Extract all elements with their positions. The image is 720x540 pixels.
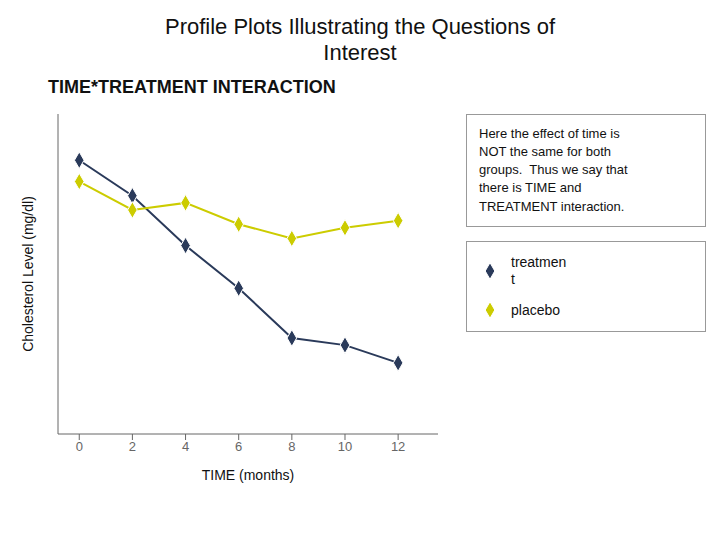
svg-text:Cholesterol Level (mg/dl): Cholesterol Level (mg/dl) bbox=[20, 196, 36, 352]
html-text:Profile Plots Illustrating the: Profile Plots Illustrating the Questions… bbox=[165, 14, 555, 66]
svg-text:12: 12 bbox=[391, 439, 405, 454]
svg-text:2: 2 bbox=[129, 439, 136, 454]
svg-text:TIME (months): TIME (months) bbox=[202, 467, 295, 483]
html-text:TIME*TREATMENT INTERACTION: TIME*TREATMENT INTERACTION bbox=[48, 76, 336, 97]
html-text:placebo: placebo bbox=[511, 301, 560, 318]
svg-text:8: 8 bbox=[288, 439, 295, 454]
svg-text:4: 4 bbox=[182, 439, 189, 454]
svg-text:10: 10 bbox=[338, 439, 352, 454]
svg-text:0: 0 bbox=[76, 439, 83, 454]
html-text:Here the effect of time is NOT: Here the effect of time is NOT the same … bbox=[479, 125, 628, 214]
svg-text:6: 6 bbox=[235, 439, 242, 454]
html-text:treatmen t: treatmen t bbox=[511, 253, 567, 287]
